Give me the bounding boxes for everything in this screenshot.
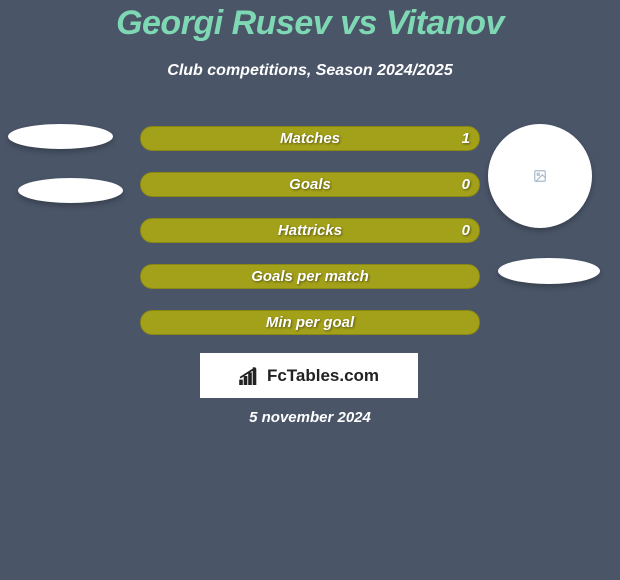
stat-label: Goals per match — [140, 264, 480, 289]
stat-label: Matches — [140, 126, 480, 151]
player1-avatar-ellipse-2 — [18, 178, 123, 203]
stat-row-matches: Matches 1 — [140, 126, 480, 151]
player2-avatar-circle — [488, 124, 592, 228]
stat-value-right: 1 — [462, 126, 470, 151]
stat-value-right: 0 — [462, 172, 470, 197]
player2-avatar-ellipse — [498, 258, 600, 284]
stat-row-min-per-goal: Min per goal — [140, 310, 480, 335]
player1-avatar-ellipse-1 — [8, 124, 113, 149]
brand-label: FcTables.com — [267, 366, 379, 386]
stat-row-goals: Goals 0 — [140, 172, 480, 197]
stat-row-goals-per-match: Goals per match — [140, 264, 480, 289]
page-title: Georgi Rusev vs Vitanov — [0, 4, 620, 43]
stat-label: Goals — [140, 172, 480, 197]
stat-bars: Matches 1 Goals 0 Hattricks 0 Goals per … — [140, 126, 480, 356]
page-subtitle: Club competitions, Season 2024/2025 — [0, 62, 620, 80]
brand-badge[interactable]: FcTables.com — [200, 353, 418, 398]
comparison-card: Georgi Rusev vs Vitanov Club competition… — [0, 0, 620, 580]
footer-date: 5 november 2024 — [0, 409, 620, 426]
stat-row-hattricks: Hattricks 0 — [140, 218, 480, 243]
stat-label: Min per goal — [140, 310, 480, 335]
chart-icon — [239, 367, 261, 385]
stat-value-right: 0 — [462, 218, 470, 243]
image-placeholder-icon — [533, 169, 547, 183]
stat-label: Hattricks — [140, 218, 480, 243]
